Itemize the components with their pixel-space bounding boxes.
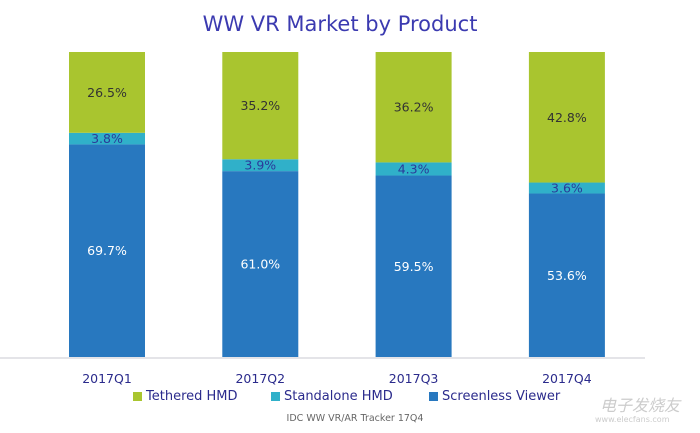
- bar-segment-standalone-hmd: [69, 132, 145, 145]
- bar-segment-screenless-viewer: [375, 175, 452, 357]
- legend-item-screenless-viewer: Screenless Viewer: [429, 389, 560, 404]
- watermark-url: www.elecfans.com: [595, 415, 670, 424]
- bar-segment-screenless-viewer: [528, 193, 605, 357]
- bar-segment-tethered-hmd: [528, 52, 605, 183]
- data-label: 4.3%: [398, 161, 430, 176]
- legend-label: Tethered HMD: [146, 389, 238, 404]
- legend-swatch-tethered: [133, 392, 142, 401]
- data-label: 36.2%: [394, 100, 434, 115]
- x-tick-label: 2017Q2: [235, 371, 285, 386]
- bar-segment-tethered-hmd: [375, 52, 452, 163]
- legend-label: Screenless Viewer: [442, 389, 561, 404]
- data-label: 3.6%: [551, 181, 583, 196]
- source-note: IDC WW VR/AR Tracker 17Q4: [286, 413, 424, 424]
- data-label: 53.6%: [547, 268, 587, 283]
- legend-item-standalone-hmd: Standalone HMD: [271, 389, 393, 404]
- data-label: 69.7%: [87, 243, 127, 258]
- data-label: 61.0%: [240, 257, 280, 272]
- data-label: 3.8%: [91, 131, 123, 146]
- legend-swatch-screenless: [429, 392, 438, 401]
- bar-segment-standalone-hmd: [528, 182, 605, 194]
- bar-segment-screenless-viewer: [69, 144, 145, 357]
- bar-segment-standalone-hmd: [222, 159, 299, 172]
- data-label: 3.9%: [244, 158, 276, 173]
- data-label: 35.2%: [240, 98, 280, 113]
- data-label: 59.5%: [394, 259, 434, 274]
- x-tick-label: 2017Q4: [542, 371, 592, 386]
- bar-segment-standalone-hmd: [375, 162, 452, 176]
- x-tick-label: 2017Q3: [389, 371, 439, 386]
- legend-item-tethered-hmd: Tethered HMD: [133, 389, 238, 404]
- chart-title: WW VR Market by Product: [202, 12, 478, 36]
- bar-segment-tethered-hmd: [222, 52, 299, 160]
- watermark-logo: 电子发烧友: [600, 396, 681, 415]
- x-tick-label: 2017Q1: [82, 371, 132, 386]
- data-label: 42.8%: [547, 110, 587, 125]
- bar-segment-tethered-hmd: [69, 52, 145, 133]
- bar-segment-screenless-viewer: [222, 171, 299, 357]
- legend-label: Standalone HMD: [284, 389, 393, 404]
- legend-swatch-standalone: [271, 392, 280, 401]
- data-label: 26.5%: [87, 85, 127, 100]
